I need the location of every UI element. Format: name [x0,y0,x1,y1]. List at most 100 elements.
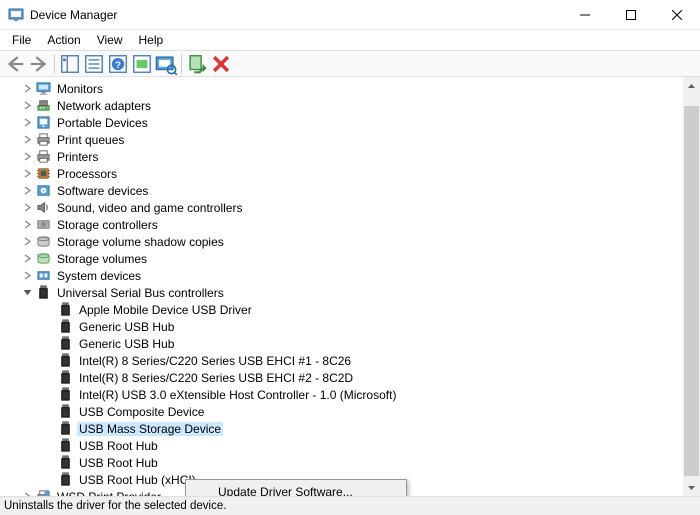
tree-item-label: Intel(R) 8 Series/C220 Series USB EHCI #… [77,354,353,368]
minimize-button[interactable] [562,0,608,30]
tree-category[interactable]: Software devices [4,182,696,199]
shadow-icon [35,234,51,250]
usb-icon [57,370,73,386]
tree-item-label: USB Composite Device [77,405,206,419]
context-menu-update-driver[interactable]: Update Driver Software... [186,480,406,497]
expand-icon[interactable] [20,252,34,266]
menu-bar: File Action View Help [0,30,700,50]
tree-device[interactable]: Generic USB Hub [4,318,696,335]
tree-item-label: Printers [55,150,100,164]
menu-help[interactable]: Help [131,31,172,49]
tree-item-label: Portable Devices [55,116,150,130]
menu-action[interactable]: Action [39,31,88,49]
tree-category[interactable]: Print queues [4,131,696,148]
tree-category-usb[interactable]: Universal Serial Bus controllers [4,284,696,301]
toolbar-divider [54,54,55,74]
window-title: Device Manager [30,8,562,22]
tree-device[interactable]: USB Mass Storage Device [4,420,696,437]
tree-category[interactable]: Storage volumes [4,250,696,267]
device-tree-panel: Monitors Network adapters Portable Devices… [0,77,700,497]
cpu-icon [35,166,51,182]
tree-device[interactable]: Intel(R) 8 Series/C220 Series USB EHCI #… [4,352,696,369]
expand-icon[interactable] [20,116,34,130]
tree-device[interactable]: USB Root Hub [4,454,696,471]
back-button[interactable] [4,53,26,75]
expand-icon[interactable] [20,82,34,96]
scrollbar-track[interactable] [683,94,700,479]
title-bar: Device Manager [0,0,700,30]
context-menu: Update Driver Software... Uninstall Scan… [185,479,407,497]
forward-button[interactable] [28,53,50,75]
tree-item-label: USB Root Hub [77,439,160,453]
menu-file[interactable]: File [4,31,39,49]
expand-icon[interactable] [20,269,34,283]
expand-icon[interactable] [20,99,34,113]
tree-item-label: Apple Mobile Device USB Driver [77,303,254,317]
properties-button[interactable] [83,53,105,75]
expand-icon[interactable] [20,133,34,147]
scan-hardware-button[interactable] [155,53,177,75]
sound-icon [35,200,51,216]
tree-category[interactable]: Sound, video and game controllers [4,199,696,216]
update-driver-button[interactable] [131,53,153,75]
printer-icon [35,149,51,165]
expand-icon[interactable] [20,218,34,232]
expand-icon[interactable] [20,201,34,215]
expander-placeholder [42,388,56,402]
enable-button[interactable] [186,53,208,75]
maximize-button[interactable] [608,0,654,30]
help-button[interactable]: ? [107,53,129,75]
expand-icon[interactable] [20,184,34,198]
status-text: Uninstalls the driver for the selected d… [4,500,226,512]
show-hide-tree-button[interactable] [59,53,81,75]
expand-icon[interactable] [20,167,34,181]
tree-item-label: Storage volumes [55,252,149,266]
tree-device[interactable]: Apple Mobile Device USB Driver [4,301,696,318]
scrollbar-thumb[interactable] [684,106,699,476]
close-button[interactable] [654,0,700,30]
tree-device[interactable]: USB Composite Device [4,403,696,420]
storage-icon [35,217,51,233]
uninstall-button[interactable] [210,53,232,75]
device-tree[interactable]: Monitors Network adapters Portable Devices… [0,77,700,497]
tree-category[interactable]: Storage volume shadow copies [4,233,696,250]
expander-placeholder [42,422,56,436]
tree-category[interactable]: Portable Devices [4,114,696,131]
expand-icon[interactable] [20,490,34,498]
usb-icon [35,285,51,301]
tree-category[interactable]: Processors [4,165,696,182]
svg-text:?: ? [115,60,121,71]
tree-item-label: Network adapters [55,99,153,113]
menu-view[interactable]: View [89,31,131,49]
scroll-down-button[interactable] [683,479,700,496]
expand-icon[interactable] [20,150,34,164]
tree-category[interactable]: Monitors [4,80,696,97]
expander-placeholder [42,405,56,419]
usb-icon [57,302,73,318]
usb-icon [57,472,73,488]
tree-category[interactable]: Storage controllers [4,216,696,233]
expander-placeholder [42,303,56,317]
usb-icon [57,404,73,420]
scroll-up-button[interactable] [683,77,700,94]
usb-icon [57,438,73,454]
tree-item-label: USB Root Hub [77,456,160,470]
app-icon [8,7,24,23]
tree-item-label: Storage volume shadow copies [55,235,226,249]
tree-device[interactable]: Intel(R) USB 3.0 eXtensible Host Control… [4,386,696,403]
tree-category[interactable]: Network adapters [4,97,696,114]
usb-icon [57,319,73,335]
tree-item-label: Generic USB Hub [77,320,176,334]
tree-item-label: Universal Serial Bus controllers [55,286,226,300]
wsd-icon [35,489,51,498]
tree-device[interactable]: Intel(R) 8 Series/C220 Series USB EHCI #… [4,369,696,386]
tree-device[interactable]: USB Root Hub [4,437,696,454]
usb-icon [57,455,73,471]
vertical-scrollbar[interactable] [683,77,700,496]
collapse-icon[interactable] [20,286,34,300]
expand-icon[interactable] [20,235,34,249]
tree-category[interactable]: Printers [4,148,696,165]
tree-device[interactable]: Generic USB Hub [4,335,696,352]
volume-icon [35,251,51,267]
tree-category[interactable]: System devices [4,267,696,284]
